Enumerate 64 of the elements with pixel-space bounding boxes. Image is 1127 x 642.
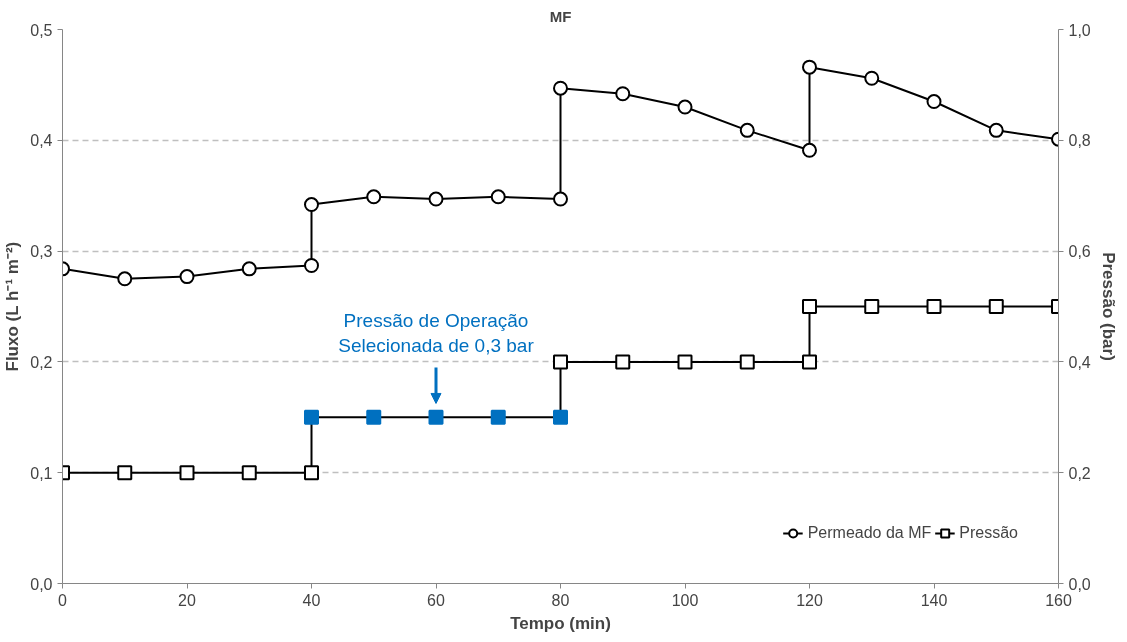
point [615,86,631,102]
point [304,258,319,273]
chart-title: MF [549,7,572,25]
point [428,191,444,207]
x-tick-label: 20 [178,591,196,609]
point [553,409,568,425]
point [739,122,755,138]
point [802,354,817,370]
point [864,299,880,314]
point [304,409,319,425]
y-axis-title: Fluxo (L h⁻¹ m⁻²) [3,241,23,372]
x-tick-label: 0 [58,591,68,609]
x-tick-label: 100 [671,591,699,609]
y-tick-label: 0,0 [30,575,53,593]
point [988,299,1004,314]
point [179,465,195,481]
point [926,94,942,110]
point [988,122,1004,138]
legend-label: Permeado da MF [807,524,932,542]
point [739,354,755,370]
y2-tick-label: 0,4 [1068,353,1091,371]
point [366,409,382,425]
point [677,354,693,370]
point [117,271,133,287]
point [553,191,568,207]
point [304,465,319,481]
y2-tick-label: 0,2 [1068,464,1091,482]
x-tick-label: 120 [796,591,823,609]
y-tick-label: 0,1 [30,464,53,482]
legend-label: Pressão [959,524,1018,542]
y2-tick-label: 0,8 [1068,132,1091,150]
point [304,197,319,213]
x-tick-label: 40 [302,591,321,609]
x-tick-label: 60 [427,591,445,609]
point [802,299,817,314]
point [802,59,817,75]
y-tick-label: 0,2 [30,353,53,371]
point [553,354,568,370]
y2-tick-label: 0,0 [1068,575,1091,593]
point [926,299,942,314]
point [802,142,817,158]
y2-axis-title: Pressão (bar) [1098,252,1118,361]
point [241,465,257,481]
x-tick-label: 160 [1045,591,1072,609]
point [117,465,133,481]
point [615,354,631,370]
point [428,409,444,425]
point [490,409,506,425]
y-tick-label: 0,4 [30,132,53,150]
point [241,261,257,277]
y2-tick-label: 0,6 [1068,243,1091,261]
point [490,189,506,205]
point [677,99,693,115]
point [553,80,568,96]
point [864,70,880,86]
point [366,189,382,205]
y2-tick-label: 1,0 [1068,21,1091,39]
y-tick-label: 0,3 [30,243,53,261]
y-tick-label: 0,5 [30,21,53,39]
x-tick-label: 80 [551,591,570,609]
x-axis-title: Tempo (min) [510,613,611,633]
point [179,269,195,285]
annotation: Pressão de Operação Selecionada de 0,3 bar [338,310,535,357]
x-tick-label: 140 [920,591,948,609]
